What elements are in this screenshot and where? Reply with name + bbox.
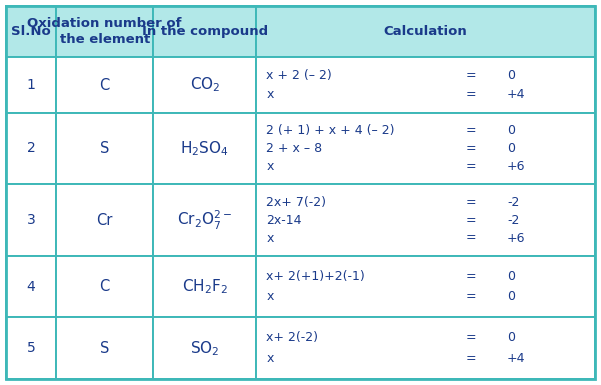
Text: 0: 0 <box>507 142 515 155</box>
Text: S: S <box>100 341 109 356</box>
Text: =: = <box>466 160 477 173</box>
Text: +6: +6 <box>507 231 525 244</box>
Text: +4: +4 <box>507 88 525 101</box>
Text: 0: 0 <box>507 290 515 303</box>
Text: =: = <box>466 124 477 137</box>
Bar <box>256 184 595 256</box>
Text: 0: 0 <box>507 124 515 137</box>
Text: =: = <box>466 214 477 227</box>
Text: -2: -2 <box>507 196 519 209</box>
Text: =: = <box>466 69 477 82</box>
Bar <box>256 57 595 113</box>
Text: Oxidation number of
the element: Oxidation number of the element <box>28 17 182 46</box>
Text: x + 2 (– 2): x + 2 (– 2) <box>266 69 332 82</box>
Bar <box>256 6 595 57</box>
Text: C: C <box>100 77 110 92</box>
Text: $\mathregular{Cr_2O_7^{2-}}$: $\mathregular{Cr_2O_7^{2-}}$ <box>177 209 233 232</box>
Text: S: S <box>100 141 109 156</box>
Text: 2 + x – 8: 2 + x – 8 <box>266 142 323 155</box>
Bar <box>56 318 153 379</box>
Text: +6: +6 <box>507 160 525 173</box>
Bar <box>153 6 256 57</box>
Text: x: x <box>266 88 274 101</box>
Text: C: C <box>100 279 110 294</box>
Bar <box>256 113 595 184</box>
Text: Sl.No: Sl.No <box>11 25 51 38</box>
Text: In the compound: In the compound <box>142 25 268 38</box>
Text: 0: 0 <box>507 69 515 82</box>
Text: =: = <box>466 142 477 155</box>
Bar <box>153 318 256 379</box>
Bar <box>6 256 56 318</box>
Bar <box>56 57 153 113</box>
Text: x: x <box>266 352 274 365</box>
Bar <box>153 184 256 256</box>
Bar <box>6 113 56 184</box>
Text: 4: 4 <box>26 280 35 294</box>
Text: +4: +4 <box>507 352 525 365</box>
Bar <box>56 6 153 57</box>
Text: =: = <box>466 352 477 365</box>
Bar <box>153 256 256 318</box>
Bar <box>153 113 256 184</box>
Bar <box>56 256 153 318</box>
Text: =: = <box>466 88 477 101</box>
Bar <box>6 6 56 57</box>
Text: 1: 1 <box>26 78 35 92</box>
Text: $\mathregular{SO_2}$: $\mathregular{SO_2}$ <box>190 339 219 358</box>
Text: =: = <box>466 231 477 244</box>
Text: 0: 0 <box>507 270 515 283</box>
Bar <box>6 184 56 256</box>
Text: x: x <box>266 231 274 244</box>
Text: 2 (+ 1) + x + 4 (– 2): 2 (+ 1) + x + 4 (– 2) <box>266 124 395 137</box>
Bar <box>256 256 595 318</box>
Text: 2: 2 <box>26 141 35 156</box>
Bar <box>56 113 153 184</box>
Text: =: = <box>466 290 477 303</box>
Text: =: = <box>466 331 477 345</box>
Bar <box>153 57 256 113</box>
Text: $\mathregular{CO_2}$: $\mathregular{CO_2}$ <box>189 76 220 94</box>
Text: Calculation: Calculation <box>384 25 468 38</box>
Bar <box>256 318 595 379</box>
Text: =: = <box>466 270 477 283</box>
Bar <box>6 318 56 379</box>
Text: $\mathregular{H_2SO_4}$: $\mathregular{H_2SO_4}$ <box>180 139 229 158</box>
Text: Cr: Cr <box>97 213 113 228</box>
Text: 2x-14: 2x-14 <box>266 214 302 227</box>
Text: 3: 3 <box>26 213 35 227</box>
Text: x: x <box>266 290 274 303</box>
Text: 2x+ 7(-2): 2x+ 7(-2) <box>266 196 326 209</box>
Text: =: = <box>466 196 477 209</box>
Text: $\mathregular{CH_2F_2}$: $\mathregular{CH_2F_2}$ <box>182 277 228 296</box>
Text: x+ 2(+1)+2(-1): x+ 2(+1)+2(-1) <box>266 270 365 283</box>
Text: x+ 2(-2): x+ 2(-2) <box>266 331 319 345</box>
Text: 5: 5 <box>26 341 35 355</box>
Text: 0: 0 <box>507 331 515 345</box>
Bar <box>56 184 153 256</box>
Text: -2: -2 <box>507 214 519 227</box>
Bar <box>6 57 56 113</box>
Text: x: x <box>266 160 274 173</box>
